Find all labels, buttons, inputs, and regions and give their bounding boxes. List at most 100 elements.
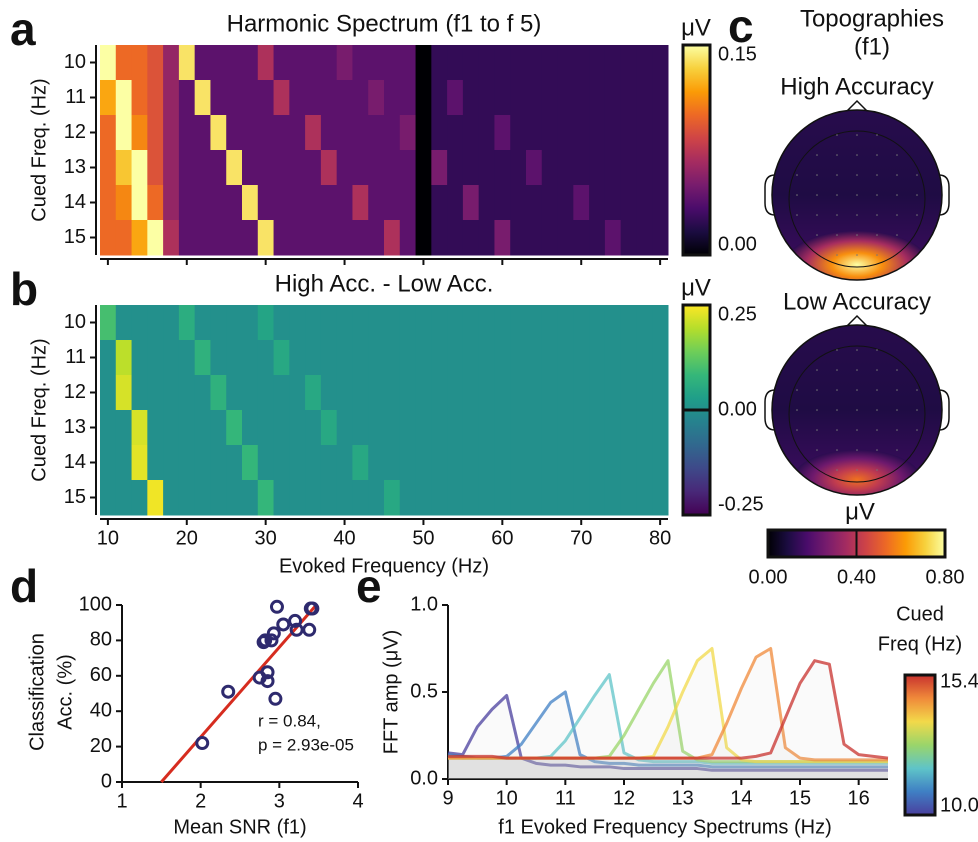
- heatmap-cell: [399, 305, 417, 341]
- heatmap-cell: [510, 80, 527, 116]
- heatmap-cell: [399, 80, 417, 116]
- heatmap-cell: [557, 185, 574, 221]
- heatmap-cell: [210, 45, 227, 81]
- heatmap-cell: [620, 445, 637, 481]
- panel-label: c: [728, 0, 754, 52]
- heatmap-cell: [210, 80, 227, 116]
- heatmap-cell: [320, 305, 338, 341]
- electrode: [816, 389, 818, 391]
- heatmap-cell: [352, 115, 369, 151]
- electrode: [796, 174, 798, 176]
- heatmap-cell: [210, 305, 227, 341]
- point: [288, 613, 303, 628]
- heatmap-cell: [604, 480, 622, 516]
- heatmap-cell: [604, 340, 622, 376]
- point: [289, 622, 304, 637]
- head-outline: [771, 109, 943, 281]
- heatmap-cell: [462, 150, 480, 186]
- heatmap-cell: [194, 340, 211, 376]
- heatmap-cell: [604, 45, 622, 81]
- heatmap-cell: [178, 220, 196, 256]
- point: [260, 674, 275, 689]
- inner-outline: [788, 130, 926, 268]
- heatmap-cell: [305, 80, 322, 116]
- x-tick-label: 9: [442, 787, 453, 809]
- y-tick-label: 0: [101, 770, 112, 792]
- heatmap-cell: [447, 115, 464, 151]
- heatmap-cell: [415, 220, 432, 256]
- heatmap-cell: [194, 115, 211, 151]
- heatmap-cell: [368, 80, 385, 116]
- heatmap-cell: [636, 305, 653, 341]
- heatmap-cell: [636, 220, 653, 256]
- heatmap-cell: [115, 480, 133, 516]
- heatmap-cell: [242, 410, 259, 446]
- heatmap-cell: [399, 220, 417, 256]
- heatmap-cell: [210, 480, 227, 516]
- heatmap-cell: [384, 45, 401, 81]
- heatmap-cell: [305, 220, 322, 256]
- heatmap-cell: [510, 45, 527, 81]
- heatmap-cell: [131, 480, 148, 516]
- heatmap-cell: [415, 45, 432, 81]
- heatmap-cell: [257, 80, 275, 116]
- electrode: [816, 154, 818, 156]
- heatmap-cell: [178, 185, 196, 221]
- heatmap-cell: [352, 480, 369, 516]
- heatmap-cell: [431, 340, 448, 376]
- electrode: [916, 389, 918, 391]
- point: [258, 633, 273, 648]
- heatmap-cell: [652, 480, 669, 516]
- heatmap-cell: [163, 305, 180, 341]
- heatmap-cell: [415, 150, 432, 186]
- heatmap-cell: [620, 410, 637, 446]
- heatmap-cell: [399, 185, 417, 221]
- heatmap-cell: [336, 375, 353, 411]
- heatmap-cell: [163, 340, 180, 376]
- colorbar-tick-label: 0.40: [837, 566, 876, 588]
- x-tick-label: 16: [848, 787, 870, 809]
- heatmap-cell: [620, 220, 637, 256]
- electrode: [816, 449, 818, 451]
- heatmap-cell: [368, 480, 385, 516]
- series-area: [448, 674, 888, 779]
- heatmap-cell: [384, 340, 401, 376]
- heatmap-cell: [131, 115, 148, 151]
- point: [269, 599, 284, 614]
- heatmap-cell: [226, 340, 243, 376]
- heatmap-cell: [226, 45, 243, 81]
- y-tick-label: 15: [64, 486, 86, 508]
- heatmap-cell: [368, 45, 385, 81]
- heatmap-cell: [526, 375, 543, 411]
- heatmap-cell: [510, 185, 527, 221]
- heatmap-cell: [415, 340, 432, 376]
- heatmap-cell: [526, 305, 543, 341]
- heatmap-cell: [368, 185, 385, 221]
- electrode: [876, 449, 878, 451]
- electrode: [796, 214, 798, 216]
- heatmap-cell: [462, 445, 480, 481]
- heatmap-cell: [115, 220, 133, 256]
- heatmap-cell: [478, 305, 495, 341]
- heatmap-cell: [573, 185, 590, 221]
- electrode: [836, 174, 838, 176]
- heatmap-cell: [100, 150, 117, 186]
- heatmap-cell: [163, 150, 180, 186]
- electrode: [856, 449, 858, 451]
- heatmap-cell: [131, 150, 148, 186]
- heatmap-cell: [510, 445, 527, 481]
- heatmap-cell: [194, 185, 211, 221]
- heatmap-cell: [115, 80, 133, 116]
- heatmap-cell: [210, 220, 227, 256]
- heatmap-cell: [163, 480, 180, 516]
- electrode: [836, 469, 838, 471]
- heatmap-cell: [289, 375, 306, 411]
- heatmap-cell: [163, 410, 180, 446]
- heatmap-cell: [589, 115, 606, 151]
- heatmap-cell: [652, 340, 669, 376]
- heatmap-cell: [131, 340, 148, 376]
- heatmap-cell: [336, 80, 353, 116]
- y-tick-label: 14: [64, 191, 86, 213]
- heatmap-cell: [131, 220, 148, 256]
- heatmap-cell: [573, 445, 590, 481]
